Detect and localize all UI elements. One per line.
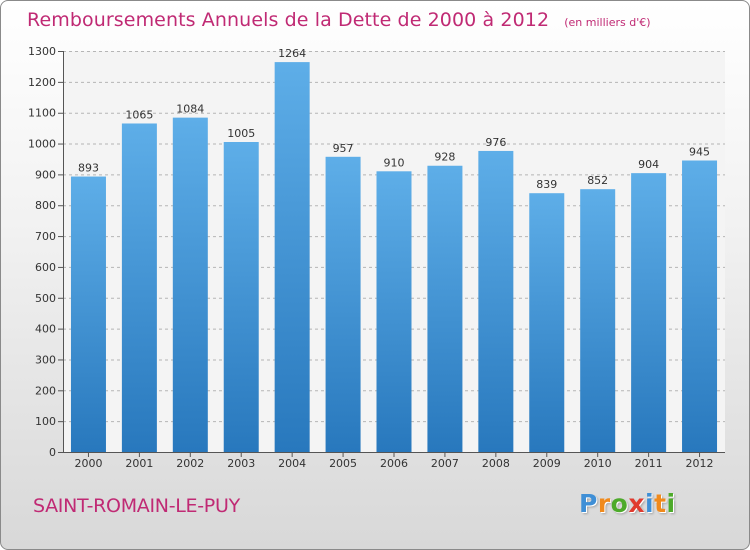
x-tick-label: 2012 (686, 457, 714, 470)
x-tick-label: 2010 (584, 457, 612, 470)
data-label: 957 (333, 142, 354, 155)
y-tick-label: 300 (35, 353, 56, 366)
logo-letter: i (645, 489, 655, 518)
logo-letter: r (597, 489, 611, 518)
bar (274, 62, 310, 452)
logo-letter: o (610, 489, 629, 518)
data-label: 910 (384, 156, 405, 169)
chart-title: Remboursements Annuels de la Dette de 20… (27, 9, 550, 31)
bar (427, 165, 463, 453)
bar (478, 150, 514, 453)
y-tick-label: 700 (35, 230, 56, 243)
chart-unit-note: (en milliers d'€) (564, 16, 651, 29)
data-label: 928 (434, 151, 455, 164)
y-tick-label: 200 (35, 384, 56, 397)
y-tick-label: 800 (35, 199, 56, 212)
y-tick-label: 600 (35, 261, 56, 274)
bar (121, 123, 157, 452)
y-tick-label: 1200 (28, 76, 56, 89)
y-tick-label: 1300 (28, 45, 56, 58)
x-tick-label: 2002 (176, 457, 204, 470)
axes (58, 51, 725, 457)
x-tick-label: 2001 (125, 457, 153, 470)
proxiti-logo: Proxiti (579, 489, 676, 518)
data-label: 1264 (278, 47, 306, 60)
x-tick-label: 2006 (380, 457, 408, 470)
logo-letter: t (654, 489, 667, 518)
logo-letter: i (666, 489, 676, 518)
x-tick-label: 2008 (482, 457, 510, 470)
bar (580, 189, 616, 452)
bar (682, 160, 718, 452)
commune-name: SAINT-ROMAIN-LE-PUY (33, 495, 240, 517)
data-label: 839 (536, 178, 557, 191)
x-tick-label: 2000 (74, 457, 102, 470)
data-label: 852 (587, 174, 608, 187)
x-tick-label: 2007 (431, 457, 459, 470)
x-tick-label: 2003 (227, 457, 255, 470)
x-tick-label: 2009 (533, 457, 561, 470)
title-row: Remboursements Annuels de la Dette de 20… (27, 9, 651, 31)
bar (631, 173, 667, 453)
labels: 0 100 200 300 400 500 600 700 800 900 1000 1100 1200… (28, 45, 714, 470)
data-label: 1084 (176, 103, 204, 116)
bar (70, 176, 106, 453)
y-tick-label: 500 (35, 292, 56, 305)
bar (172, 117, 208, 453)
logo-letter: x (628, 489, 645, 518)
y-tick-label: 1100 (28, 107, 56, 120)
logo-letter: P (579, 489, 598, 518)
data-label: 945 (689, 146, 710, 159)
data-label: 976 (485, 136, 506, 149)
data-label: 1065 (125, 108, 153, 121)
y-tick-label: 100 (35, 415, 56, 428)
y-tick-label: 900 (35, 168, 56, 181)
bars (70, 62, 718, 453)
x-tick-label: 2011 (635, 457, 663, 470)
bar (529, 193, 565, 452)
x-tick-label: 2005 (329, 457, 357, 470)
data-label: 1005 (227, 127, 255, 140)
x-tick-label: 2004 (278, 457, 306, 470)
data-label: 904 (638, 158, 659, 171)
bar (325, 156, 361, 452)
bar (376, 171, 412, 453)
bar (223, 141, 259, 452)
y-tick-label: 1000 (28, 138, 56, 151)
data-label: 893 (78, 162, 99, 175)
y-tick-label: 400 (35, 323, 56, 336)
y-tick-label: 0 (49, 446, 56, 459)
